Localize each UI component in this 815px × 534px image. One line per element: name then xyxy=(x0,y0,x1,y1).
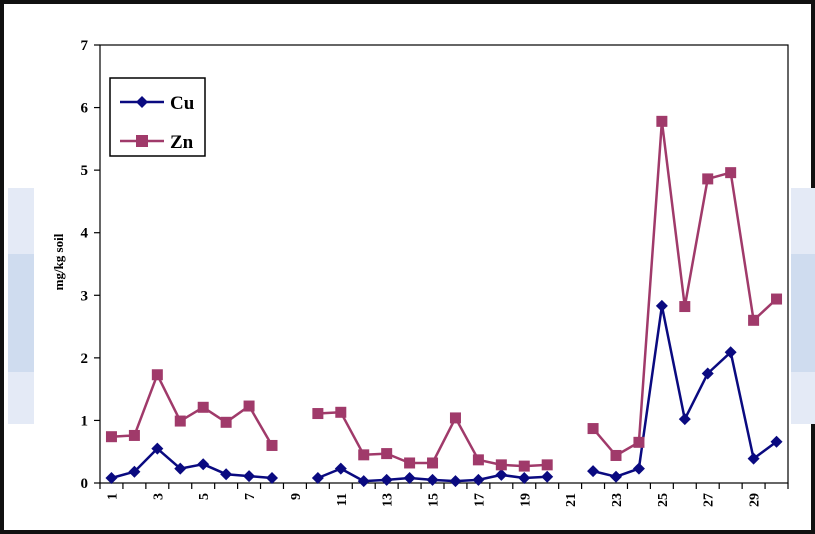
data-point-zn xyxy=(748,314,760,326)
data-point-cu xyxy=(197,458,210,471)
legend-label-zn: Zn xyxy=(170,132,194,153)
y-tick-label: 5 xyxy=(81,163,89,179)
y-tick-label: 4 xyxy=(81,226,89,242)
data-point-cu xyxy=(518,471,531,484)
data-point-zn xyxy=(702,173,714,185)
data-point-cu xyxy=(128,465,141,478)
x-tick-label: 21 xyxy=(564,493,579,507)
series-layer xyxy=(105,115,783,488)
x-tick-label: 11 xyxy=(335,493,350,506)
x-tick-label: 23 xyxy=(610,493,625,507)
data-point-zn xyxy=(312,408,324,420)
data-point-zn xyxy=(679,301,691,313)
data-point-zn xyxy=(105,431,117,443)
x-tick-label: 9 xyxy=(289,493,304,500)
data-point-cu xyxy=(334,462,347,475)
x-tick-label: 3 xyxy=(151,493,166,500)
data-point-zn xyxy=(427,457,439,469)
x-tick-label: 13 xyxy=(381,493,396,507)
data-point-zn xyxy=(358,449,370,461)
y-tick-label: 6 xyxy=(81,101,89,117)
data-point-cu xyxy=(655,299,668,312)
data-point-cu xyxy=(610,470,622,483)
legend-marker-zn xyxy=(136,135,148,147)
data-point-cu xyxy=(266,471,278,484)
data-point-cu xyxy=(541,470,554,483)
x-tick-label: 27 xyxy=(702,493,717,507)
data-point-cu xyxy=(678,413,691,426)
data-point-zn xyxy=(725,167,737,179)
x-tick-label: 19 xyxy=(518,493,533,507)
data-point-zn xyxy=(266,439,278,451)
data-point-zn xyxy=(381,448,393,460)
x-tick-label: 17 xyxy=(472,493,487,507)
data-point-cu xyxy=(243,470,256,483)
y-tick-label: 2 xyxy=(81,351,89,367)
data-point-zn xyxy=(633,436,645,448)
y-tick-label: 0 xyxy=(81,476,89,492)
data-point-cu xyxy=(701,367,714,380)
data-point-cu xyxy=(770,435,783,448)
legend-label-cu: Cu xyxy=(170,93,195,114)
data-point-zn xyxy=(495,459,507,471)
data-point-zn xyxy=(243,400,255,412)
data-point-cu xyxy=(724,346,737,359)
data-point-cu xyxy=(495,468,508,481)
data-point-zn xyxy=(220,416,232,428)
data-point-cu xyxy=(174,462,187,475)
data-point-zn xyxy=(449,412,461,424)
data-point-cu xyxy=(747,452,760,465)
y-axis-label: mg/kg soil xyxy=(51,233,66,290)
x-tick-label: 29 xyxy=(748,493,763,507)
y-tick-label: 1 xyxy=(81,413,89,429)
data-point-zn xyxy=(587,423,599,435)
x-tick-label: 7 xyxy=(243,493,258,500)
data-point-cu xyxy=(632,462,645,475)
data-point-cu xyxy=(449,475,462,488)
data-point-cu xyxy=(380,473,393,486)
x-tick-label: 1 xyxy=(105,493,120,500)
x-tick-label: 25 xyxy=(656,493,671,507)
series-line-zn xyxy=(592,120,778,457)
data-point-zn xyxy=(656,115,668,127)
data-point-zn xyxy=(610,449,622,461)
data-point-zn xyxy=(541,459,553,471)
data-point-zn xyxy=(174,415,186,427)
x-tick-label: 5 xyxy=(197,493,212,500)
data-point-cu xyxy=(426,473,439,486)
legend-marker-cu xyxy=(136,96,148,108)
x-tick-label: 15 xyxy=(427,493,442,507)
data-point-zn xyxy=(518,460,530,472)
data-point-zn xyxy=(472,454,484,466)
data-point-cu xyxy=(587,465,600,478)
y-tick-label: 3 xyxy=(81,288,89,304)
data-point-cu xyxy=(403,471,416,484)
data-point-cu xyxy=(151,442,164,455)
data-point-cu xyxy=(472,473,485,486)
y-tick-label: 7 xyxy=(81,38,89,54)
data-point-zn xyxy=(771,293,783,305)
legend-box xyxy=(109,77,206,157)
data-point-zn xyxy=(404,457,416,469)
legend: Cu Zn xyxy=(109,77,206,157)
data-point-zn xyxy=(151,369,163,381)
data-point-zn xyxy=(197,401,209,413)
data-point-cu xyxy=(105,471,118,484)
data-point-cu xyxy=(357,475,370,488)
data-point-zn xyxy=(128,429,140,441)
data-point-cu xyxy=(311,471,324,484)
data-point-zn xyxy=(335,406,347,418)
data-point-cu xyxy=(220,468,233,481)
